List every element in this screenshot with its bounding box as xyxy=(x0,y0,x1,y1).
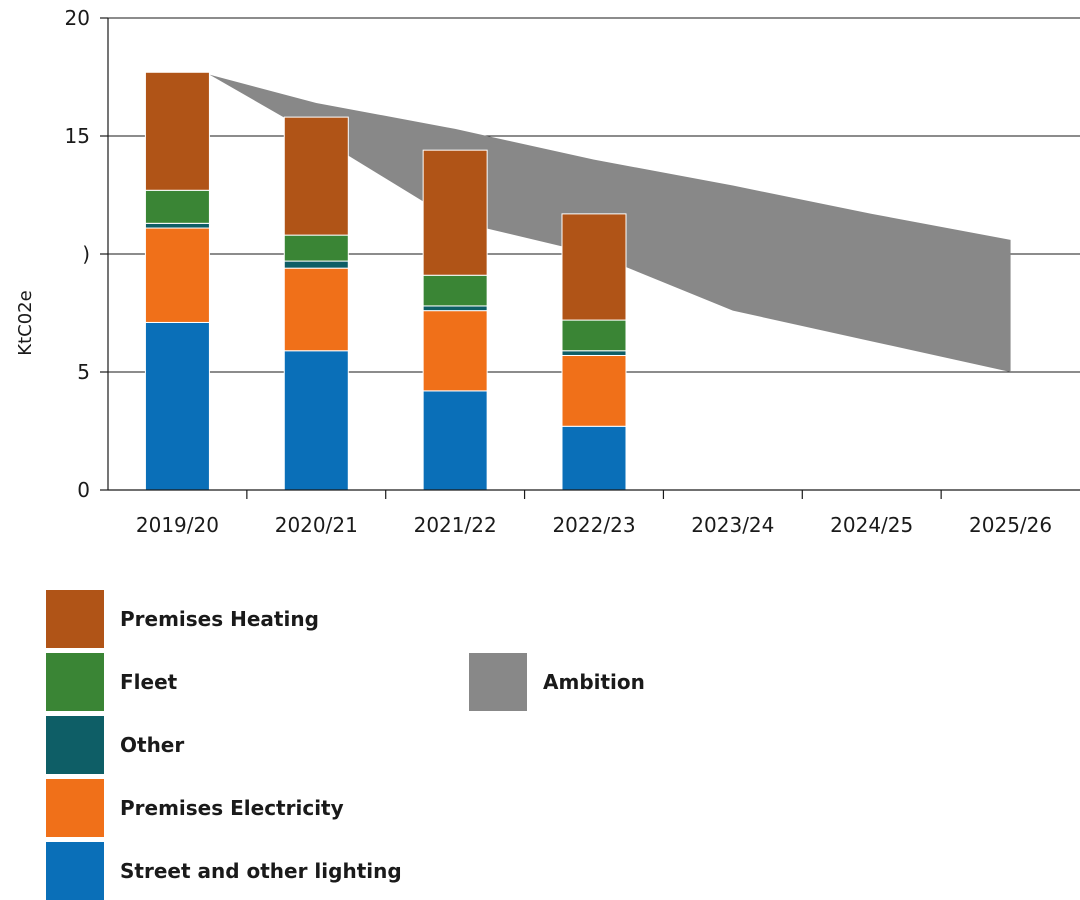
x-tick-label: 2019/20 xyxy=(136,513,219,537)
legend-item: Premises Heating xyxy=(46,590,319,648)
y-tick-label: 20 xyxy=(65,6,90,30)
x-tick-label: 2020/21 xyxy=(275,513,358,537)
legend-label: Premises Heating xyxy=(120,607,319,631)
bar-segment xyxy=(422,274,488,307)
x-tick-label: 2023/24 xyxy=(691,513,774,537)
legend-item: Ambition xyxy=(469,653,645,711)
legend-label: Other xyxy=(120,733,185,757)
legend-swatch xyxy=(46,716,104,774)
bar-segment xyxy=(144,189,210,224)
legend-swatch xyxy=(46,842,104,900)
bar-segment xyxy=(561,319,627,352)
bar-segment xyxy=(422,305,488,312)
y-tick-label: 15 xyxy=(65,124,90,148)
axes xyxy=(100,17,1080,499)
legend-label: Fleet xyxy=(120,670,178,694)
x-tick-label: 2024/25 xyxy=(830,513,913,537)
y-tick-label: ) xyxy=(82,242,90,266)
bar-segment xyxy=(283,116,349,236)
bar-segment xyxy=(561,425,627,491)
bar-segment xyxy=(283,234,349,262)
bar-segment xyxy=(422,310,488,392)
bar-segment xyxy=(561,213,627,321)
bar-segment xyxy=(422,149,488,276)
legend-item: Premises Electricity xyxy=(46,779,344,837)
legend-item: Street and other lighting xyxy=(46,842,402,900)
bar-segment xyxy=(422,390,488,491)
x-tick-label: 2022/23 xyxy=(552,513,635,537)
legend-swatch xyxy=(46,779,104,837)
bar-segment xyxy=(144,227,210,323)
legend-label: Premises Electricity xyxy=(120,796,344,820)
bar-stacks xyxy=(144,71,627,491)
bar-segment xyxy=(144,321,210,491)
y-tick-label: 0 xyxy=(77,478,90,502)
bar-segment xyxy=(283,350,349,491)
legend-swatch xyxy=(46,653,104,711)
bar-segment xyxy=(144,222,210,229)
legend-label: Street and other lighting xyxy=(120,859,402,883)
bar-segment xyxy=(561,354,627,427)
y-axis-label: KtC02e xyxy=(15,290,36,355)
y-tick-label: 5 xyxy=(77,360,90,384)
legend-item: Fleet xyxy=(46,653,177,711)
x-tick-label: 2021/22 xyxy=(414,513,497,537)
bar-segment xyxy=(283,260,349,269)
legend-swatch xyxy=(46,590,104,648)
legend-label: Ambition xyxy=(543,670,645,694)
x-tick-label: 2025/26 xyxy=(969,513,1052,537)
legend-swatch xyxy=(469,653,527,711)
bar-segment xyxy=(283,267,349,352)
y-tick-labels: 0 5) 15 20 xyxy=(65,6,90,502)
chart: 0 5) 15 20 2019/20 2020/21 2021/22 2022/23 2023… xyxy=(15,6,1080,537)
x-tick-labels: 2019/20 2020/21 2021/22 2022/23 2023/24 2024/… xyxy=(136,513,1052,537)
bar-segment xyxy=(144,71,210,191)
bar-segment xyxy=(561,350,627,356)
legend-item: Other xyxy=(46,716,184,774)
